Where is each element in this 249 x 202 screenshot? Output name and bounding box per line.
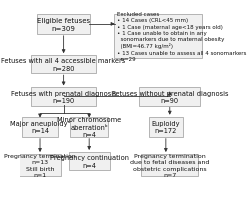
Text: Fetuses without prenatal diagnosis
n=90: Fetuses without prenatal diagnosis n=90 — [112, 90, 228, 104]
FancyBboxPatch shape — [19, 154, 61, 176]
FancyBboxPatch shape — [70, 117, 108, 137]
FancyBboxPatch shape — [139, 88, 200, 106]
Text: Fetuses with all 4 accessible markers
n=280: Fetuses with all 4 accessible markers n=… — [1, 58, 126, 72]
Text: Euploidy
n=172: Euploidy n=172 — [152, 120, 180, 134]
Text: Minor chromosome
aberrationᵇ
n=4: Minor chromosome aberrationᵇ n=4 — [57, 117, 121, 138]
Text: Fetuses with prenatal diagnosis
n=190: Fetuses with prenatal diagnosis n=190 — [11, 90, 117, 104]
FancyBboxPatch shape — [141, 154, 198, 176]
Text: Pregnancy continuation
n=4: Pregnancy continuation n=4 — [50, 155, 129, 168]
Text: Excluded cases
• 14 Cases (CRL<45 mm)
• 1 Case (maternal age<18 years old)
• 1 C: Excluded cases • 14 Cases (CRL<45 mm) • … — [117, 12, 247, 62]
Text: Pregnancy termination
due to fetal diseases and
obstetric complications
n=7: Pregnancy termination due to fetal disea… — [130, 154, 209, 177]
FancyBboxPatch shape — [31, 88, 96, 106]
FancyBboxPatch shape — [149, 117, 183, 137]
Text: Pregnancy termination
n=13
Still birth
n=1: Pregnancy termination n=13 Still birth n… — [4, 154, 76, 177]
FancyBboxPatch shape — [22, 117, 58, 137]
FancyBboxPatch shape — [37, 15, 90, 35]
FancyBboxPatch shape — [68, 152, 110, 170]
FancyBboxPatch shape — [31, 56, 96, 74]
Text: Eligible fetuses
n=309: Eligible fetuses n=309 — [37, 18, 90, 32]
FancyBboxPatch shape — [114, 15, 202, 59]
Text: Major aneuploidyᵃ
n=14: Major aneuploidyᵃ n=14 — [10, 120, 70, 134]
